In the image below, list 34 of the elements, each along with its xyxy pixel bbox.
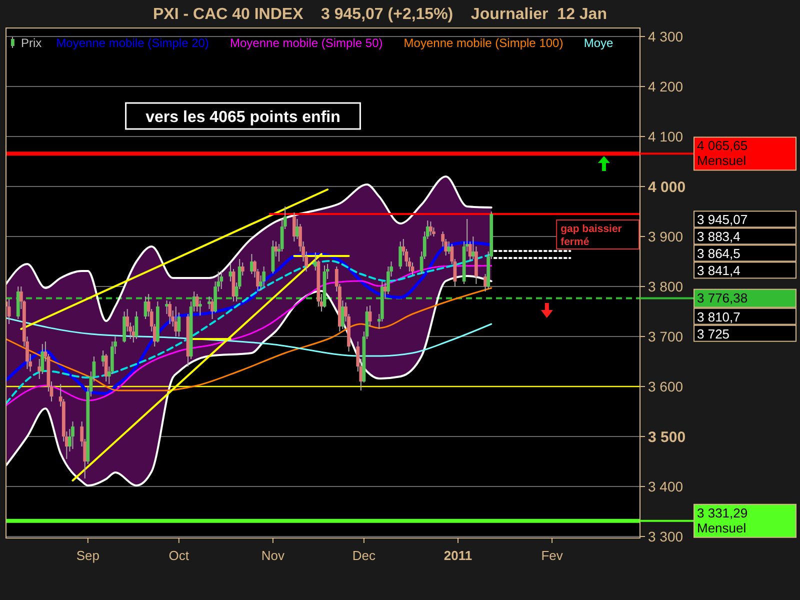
text: 3 883,4 — [697, 229, 740, 244]
text: Moyenne mobile (Simple 20) — [56, 36, 209, 50]
y-tick-label: 3 400 — [648, 478, 684, 494]
ref-line-label: 4 065,65 Mensuel — [697, 138, 748, 168]
x-tick-label: Sep — [76, 548, 100, 563]
annotation: gap baissier fermé — [560, 223, 622, 248]
y-tick-label: 3 500 — [648, 428, 686, 446]
y-tick-label: 3 900 — [648, 228, 684, 244]
ref-line-label: 3 331,29 Mensuel — [697, 505, 748, 536]
y-tick-label: 4 000 — [648, 178, 686, 196]
x-tick-label: Nov — [261, 548, 286, 563]
text: 3 864,5 — [697, 246, 740, 262]
ref-line-label: 3 776,38 — [697, 290, 748, 306]
x-tick-label: Dec — [352, 548, 376, 563]
annotation: vers les 4065 points enfin — [146, 109, 340, 126]
chart-title: PXI - CAC 40 INDEX 3 945,07 (+2,15%) Journalier 12 Jan — [153, 6, 607, 23]
x-tick-label: 2011 — [444, 548, 472, 563]
y-tick-label: 3 600 — [648, 378, 684, 394]
legend-label: Prix — [21, 36, 42, 50]
text: Moyenne mobile (Simple 50) — [230, 36, 383, 50]
text: 3 945,07 — [697, 212, 748, 228]
y-tick-label: 4 200 — [648, 78, 684, 94]
x-tick-label: Oct — [168, 548, 190, 563]
y-tick-label: 3 300 — [648, 528, 684, 544]
text: 3 810,7 — [697, 309, 740, 324]
x-tick-label: Fev — [541, 548, 564, 563]
y-tick-label: 4 300 — [648, 28, 684, 44]
y-tick-label: 4 100 — [648, 128, 684, 144]
y-tick-label: 3 700 — [648, 328, 684, 344]
y-tick-label: 3 800 — [648, 278, 684, 294]
text: Moyenne mobile (Simple 100) — [404, 36, 564, 50]
text: 3 841,4 — [697, 263, 740, 278]
text: Moye — [584, 36, 614, 50]
text: 3 725 — [697, 326, 730, 342]
